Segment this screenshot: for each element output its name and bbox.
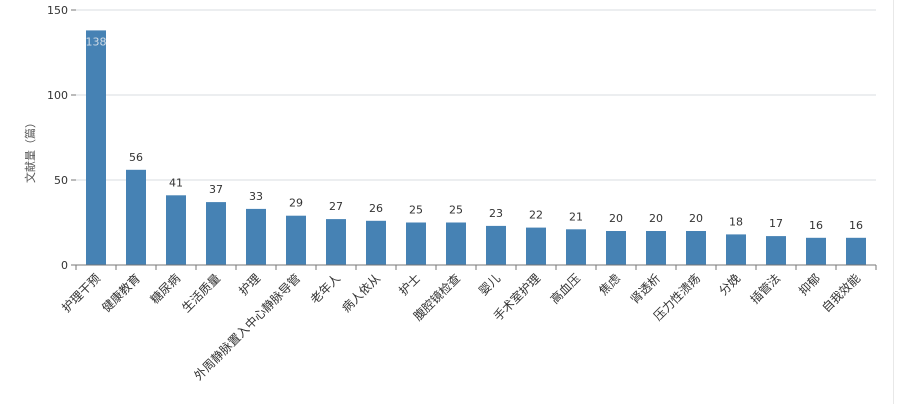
y-tick-label: 50	[54, 174, 68, 187]
data-label: 25	[449, 204, 463, 217]
panel-border	[893, 0, 894, 404]
bar	[606, 231, 626, 265]
x-tick-label: 插管法	[747, 271, 783, 307]
data-label: 16	[849, 219, 863, 232]
x-tick-label: 护理干预	[59, 271, 103, 315]
bar	[646, 231, 666, 265]
x-tick-label: 生活质量	[179, 271, 223, 315]
x-tick-label: 婴儿	[476, 271, 503, 298]
bar	[766, 236, 786, 265]
bar	[206, 202, 226, 265]
data-label: 20	[649, 212, 663, 225]
y-tick-label: 100	[47, 89, 68, 102]
data-label: 21	[569, 210, 583, 223]
bar	[286, 215, 306, 265]
grid-lines	[76, 9, 876, 181]
y-tick-label: 150	[47, 4, 68, 17]
x-tick-label: 病人依从	[339, 271, 384, 316]
bar	[86, 30, 106, 266]
bar	[246, 208, 266, 265]
bar	[526, 227, 546, 265]
data-label: 22	[529, 209, 543, 222]
y-tick-label: 0	[61, 259, 68, 272]
bar	[446, 222, 466, 265]
data-label: 138	[86, 35, 107, 48]
data-label: 18	[729, 215, 743, 228]
data-label: 20	[689, 212, 703, 225]
x-tick-label: 护理	[236, 271, 263, 298]
x-tick-label: 健康教育	[99, 271, 144, 316]
data-label: 16	[809, 219, 823, 232]
x-tick-label: 高血压	[547, 271, 583, 307]
data-label: 20	[609, 212, 623, 225]
data-label: 26	[369, 202, 383, 215]
x-tick-label: 自我效能	[819, 271, 864, 316]
bar	[486, 225, 506, 265]
bar	[406, 222, 426, 265]
bars	[86, 30, 866, 266]
x-tick-label: 焦虑	[596, 271, 623, 298]
bar	[726, 234, 746, 265]
x-tick-label: 老年人	[308, 271, 343, 306]
data-label: 25	[409, 204, 423, 217]
bar	[126, 169, 146, 265]
x-tick-label: 糖尿病	[147, 271, 183, 307]
data-labels: 138 56 41 37 33 29 27 26 25 25 23 22 21 20 20 20 18 17 16 1…	[86, 35, 864, 231]
x-tick-label: 抑郁	[796, 271, 824, 299]
x-tick-label: 护士	[396, 271, 423, 298]
y-axis-label: 文献量（篇）	[23, 117, 37, 183]
bar	[686, 231, 706, 265]
bar	[566, 229, 586, 265]
bar	[366, 220, 386, 265]
data-label: 37	[209, 183, 223, 196]
data-label: 23	[489, 207, 503, 220]
bar	[326, 219, 346, 265]
data-label: 33	[249, 190, 263, 203]
x-tick-label: 肾透析	[628, 271, 663, 306]
bar	[846, 237, 866, 265]
data-label: 17	[769, 217, 783, 230]
data-label: 56	[129, 151, 143, 164]
data-label: 41	[169, 176, 183, 189]
data-label: 29	[289, 197, 303, 210]
x-tick-label: 分娩	[716, 271, 743, 298]
bar	[166, 195, 186, 265]
data-label: 27	[329, 200, 343, 213]
bar	[806, 237, 826, 265]
y-axis-ticks: 0 50 100 150	[47, 4, 76, 272]
